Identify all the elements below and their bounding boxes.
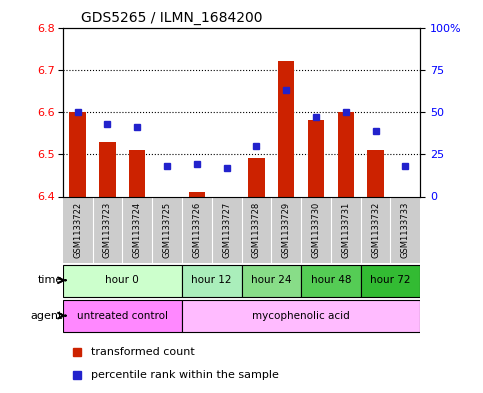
- Text: transformed count: transformed count: [91, 347, 195, 357]
- Bar: [99, 141, 115, 196]
- Text: mycophenolic acid: mycophenolic acid: [252, 310, 350, 321]
- Bar: [63, 265, 182, 297]
- Bar: [338, 112, 354, 196]
- Bar: [278, 61, 294, 196]
- Text: GSM1133726: GSM1133726: [192, 202, 201, 258]
- Text: GDS5265 / ILMN_1684200: GDS5265 / ILMN_1684200: [81, 11, 262, 25]
- Text: time: time: [38, 275, 63, 285]
- Bar: [129, 150, 145, 196]
- Bar: [70, 112, 86, 196]
- Text: GSM1133730: GSM1133730: [312, 202, 320, 258]
- Text: hour 0: hour 0: [105, 275, 139, 285]
- Bar: [189, 192, 205, 196]
- Text: GSM1133733: GSM1133733: [401, 202, 410, 258]
- Bar: [248, 158, 265, 196]
- Text: percentile rank within the sample: percentile rank within the sample: [91, 370, 279, 380]
- Text: GSM1133732: GSM1133732: [371, 202, 380, 258]
- Text: GSM1133724: GSM1133724: [133, 202, 142, 258]
- Text: GSM1133729: GSM1133729: [282, 202, 291, 258]
- Bar: [368, 150, 384, 196]
- Text: GSM1133722: GSM1133722: [73, 202, 82, 258]
- Bar: [301, 265, 361, 297]
- Text: agent: agent: [30, 310, 63, 321]
- Text: hour 24: hour 24: [251, 275, 292, 285]
- Text: hour 12: hour 12: [191, 275, 232, 285]
- Bar: [182, 265, 242, 297]
- Text: GSM1133731: GSM1133731: [341, 202, 350, 258]
- Bar: [63, 300, 182, 332]
- Bar: [242, 265, 301, 297]
- Text: hour 48: hour 48: [311, 275, 351, 285]
- Text: untreated control: untreated control: [77, 310, 168, 321]
- Text: GSM1133728: GSM1133728: [252, 202, 261, 258]
- Bar: [182, 300, 420, 332]
- Text: GSM1133725: GSM1133725: [163, 202, 171, 258]
- Text: GSM1133723: GSM1133723: [103, 202, 112, 258]
- Bar: [361, 265, 420, 297]
- Text: GSM1133727: GSM1133727: [222, 202, 231, 258]
- Text: hour 72: hour 72: [370, 275, 411, 285]
- Bar: [308, 121, 324, 196]
